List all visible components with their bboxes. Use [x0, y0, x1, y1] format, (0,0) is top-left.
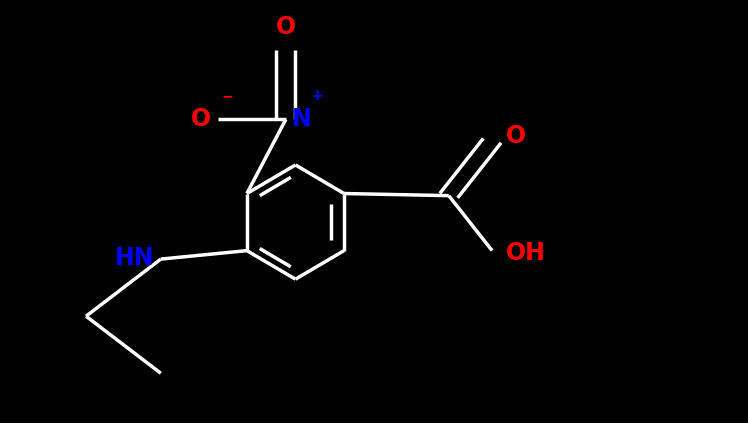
Text: O: O	[506, 124, 526, 148]
Text: O: O	[191, 107, 211, 132]
Text: N: N	[292, 107, 311, 132]
Text: −: −	[221, 89, 233, 103]
Text: HN: HN	[115, 246, 155, 270]
Text: +: +	[311, 89, 323, 103]
Text: O: O	[276, 15, 296, 39]
Text: OH: OH	[506, 241, 545, 265]
